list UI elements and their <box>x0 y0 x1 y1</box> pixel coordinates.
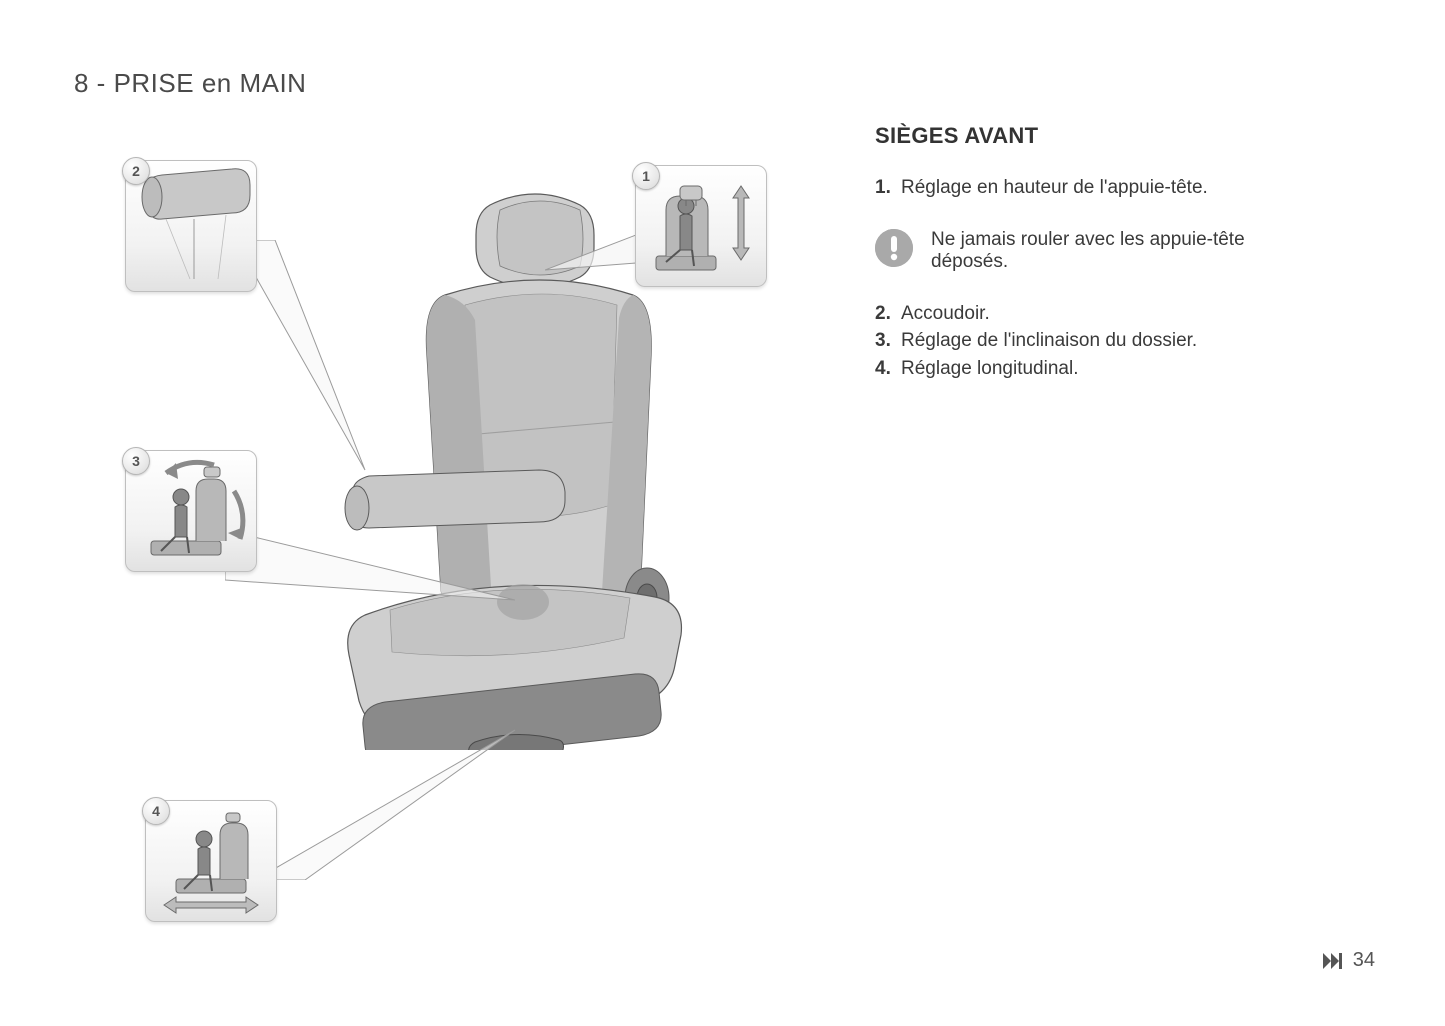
list-num-3: 3. <box>875 330 901 352</box>
callout-2-badge: 2 <box>122 157 150 185</box>
warning-text: Ne jamais rouler avec les appuie-tête dé… <box>931 229 1275 273</box>
list-text-3: Réglage de l'inclinaison du dossier. <box>901 330 1275 352</box>
list-item-2: 2. Accoudoir. <box>875 303 1275 325</box>
text-column: SIÈGES AVANT 1. Réglage en hauteur de l'… <box>875 123 1275 386</box>
list-num-2: 2. <box>875 303 901 325</box>
warning-row: Ne jamais rouler avec les appuie-tête dé… <box>875 229 1275 273</box>
fast-forward-icon <box>1323 953 1343 969</box>
list-num-1: 1. <box>875 177 901 199</box>
list-item-1: 1. Réglage en hauteur de l'appuie-tête. <box>875 177 1275 199</box>
list-item-4: 4. Réglage longitudinal. <box>875 358 1275 380</box>
page-header: 8 - PRISE en MAIN <box>74 68 306 99</box>
callout-2: 2 <box>125 160 257 292</box>
warning-icon <box>875 229 913 267</box>
callout-1: 1 <box>635 165 767 287</box>
callout-4-badge: 4 <box>142 797 170 825</box>
list-num-4: 4. <box>875 358 901 380</box>
section-title: SIÈGES AVANT <box>875 123 1275 149</box>
callout-3: 3 <box>125 450 257 572</box>
list-text-1: Réglage en hauteur de l'appuie-tête. <box>901 177 1275 199</box>
leader-3 <box>225 520 515 620</box>
callout-4: 4 <box>145 800 277 922</box>
page-number: 34 <box>1353 949 1375 972</box>
page-reference: 34 <box>1323 949 1375 972</box>
list-text-4: Réglage longitudinal. <box>901 358 1275 380</box>
seat-diagram: 1 2 3 <box>115 150 795 940</box>
list-item-3: 3. Réglage de l'inclinaison du dossier. <box>875 330 1275 352</box>
callout-3-badge: 3 <box>122 447 150 475</box>
callout-1-badge: 1 <box>632 162 660 190</box>
list-text-2: Accoudoir. <box>901 303 1275 325</box>
